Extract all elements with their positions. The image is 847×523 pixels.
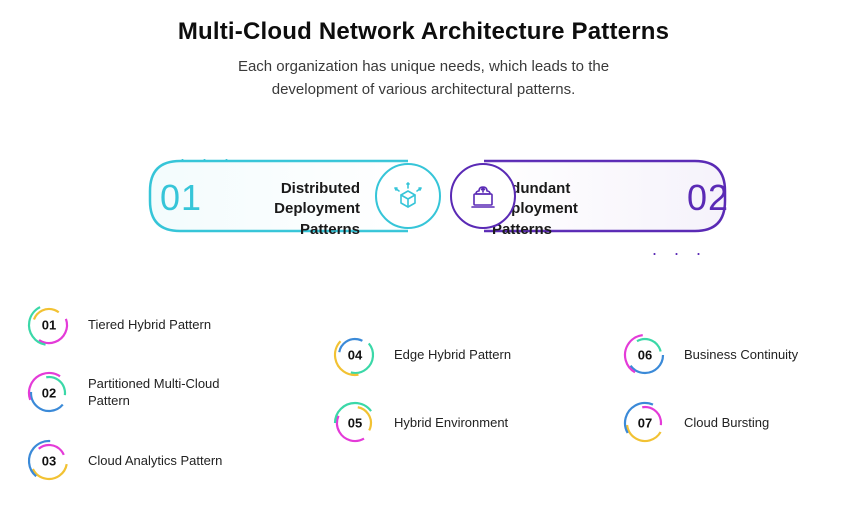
subtitle-line2: development of various architectural pat… bbox=[272, 81, 576, 98]
pattern-label: Tiered Hybrid Pattern bbox=[88, 317, 211, 334]
subtitle-line1: Each organization has unique needs, whic… bbox=[238, 58, 609, 75]
pattern-label: Cloud Analytics Pattern bbox=[88, 453, 222, 470]
pattern-number: 03 bbox=[42, 454, 56, 469]
page-title: Multi-Cloud Network Architecture Pattern… bbox=[0, 18, 847, 46]
pattern-column-2: 04 Edge Hybrid Pattern 05 Hybrid Environ… bbox=[330, 330, 511, 466]
list-item: 01 Tiered Hybrid Pattern bbox=[24, 300, 258, 350]
decorative-dots-right: . . . bbox=[652, 239, 707, 260]
category-number-01: 01 bbox=[160, 177, 202, 219]
distribute-box-icon bbox=[375, 163, 441, 229]
list-item: 03 Cloud Analytics Pattern bbox=[24, 436, 258, 486]
header: Multi-Cloud Network Architecture Pattern… bbox=[0, 0, 847, 101]
list-item: 07 Cloud Bursting bbox=[620, 398, 798, 448]
pattern-number: 02 bbox=[42, 386, 56, 401]
pattern-label: Business Continuity bbox=[684, 347, 798, 364]
pattern-column-1: 01 Tiered Hybrid Pattern 02 Partitioned … bbox=[24, 300, 258, 504]
pattern-number: 06 bbox=[638, 348, 652, 363]
pattern-column-3: 06 Business Continuity 07 Cloud Bursting bbox=[620, 330, 798, 466]
ring-badge: 02 bbox=[24, 368, 74, 418]
pattern-number: 04 bbox=[348, 348, 362, 363]
list-item: 02 Partitioned Multi-Cloud Pattern bbox=[24, 368, 258, 418]
pattern-number: 01 bbox=[42, 318, 56, 333]
pattern-number: 07 bbox=[638, 416, 652, 431]
list-item: 06 Business Continuity bbox=[620, 330, 798, 380]
pattern-number: 05 bbox=[348, 416, 362, 431]
pattern-label: Edge Hybrid Pattern bbox=[394, 347, 511, 364]
pattern-label: Partitioned Multi-Cloud Pattern bbox=[88, 376, 258, 410]
cloud-laptop-icon bbox=[450, 163, 516, 229]
ring-badge: 01 bbox=[24, 300, 74, 350]
list-item: 05 Hybrid Environment bbox=[330, 398, 511, 448]
ring-badge: 05 bbox=[330, 398, 380, 448]
list-item: 04 Edge Hybrid Pattern bbox=[330, 330, 511, 380]
page-subtitle: Each organization has unique needs, whic… bbox=[0, 56, 847, 101]
ring-badge: 03 bbox=[24, 436, 74, 486]
ring-badge: 06 bbox=[620, 330, 670, 380]
decorative-dots-left: . . . bbox=[180, 145, 235, 166]
ring-badge: 07 bbox=[620, 398, 670, 448]
category-label-distributed: Distributed Deployment Patterns bbox=[210, 179, 360, 240]
category-banner: . . . . . . 01 02 Distributed Deployment… bbox=[0, 131, 847, 281]
pattern-label: Hybrid Environment bbox=[394, 415, 508, 432]
ring-badge: 04 bbox=[330, 330, 380, 380]
pattern-label: Cloud Bursting bbox=[684, 415, 769, 432]
category-number-02: 02 bbox=[687, 177, 729, 219]
